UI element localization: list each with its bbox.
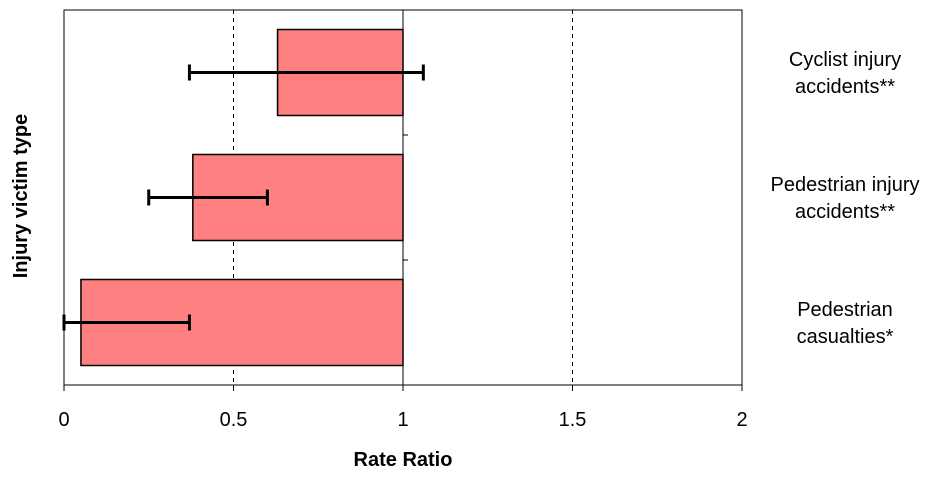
category-label: Pedestrian injury accidents** xyxy=(771,174,920,223)
x-tick-label: 0.5 xyxy=(220,409,248,431)
category-label: Pedestrian casualties* xyxy=(797,299,894,348)
category-label-line: Cyclist injury xyxy=(789,49,901,71)
frame-layer xyxy=(63,9,743,391)
category-label-line: Pedestrian xyxy=(797,299,893,321)
x-tick-label: 0 xyxy=(58,409,69,431)
category-label-line: Pedestrian injury xyxy=(771,174,920,196)
category-label-line: accidents** xyxy=(795,76,895,98)
category-label-line: accidents** xyxy=(795,201,895,223)
category-label-line: casualties* xyxy=(797,326,894,348)
x-tick-label: 2 xyxy=(736,409,747,431)
x-tick-label: 1.5 xyxy=(559,409,587,431)
x-axis-title: Rate Ratio xyxy=(354,449,453,471)
category-label: Cyclist injury accidents** xyxy=(789,49,901,98)
y-axis-title: Injury victim type xyxy=(10,114,32,279)
x-tick-label: 1 xyxy=(397,409,408,431)
error-bars-layer xyxy=(62,64,425,331)
bars-layer xyxy=(80,28,404,367)
